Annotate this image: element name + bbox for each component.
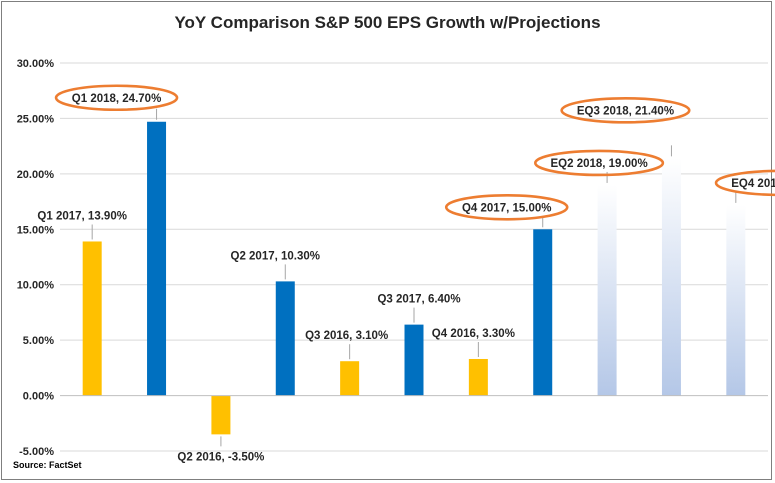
bar-3 [211, 395, 231, 435]
data-label-6: Q3 2017, 6.40% [377, 294, 460, 306]
y-tick-label: 10.00% [17, 280, 55, 292]
highlight-ellipse [533, 149, 665, 177]
bar-8 [533, 229, 553, 396]
chart-title: YoY Comparison S&P 500 EPS Growth w/Proj… [174, 13, 601, 32]
data-label-5: Q3 2016, 3.10% [305, 330, 388, 342]
data-label-3: Q2 2016, -3.50% [177, 451, 264, 463]
data-label-8: Q4 2017, 15.00% [462, 202, 552, 214]
y-tick-label: -5.00% [19, 446, 54, 458]
data-label-11: EQ4 2018, 17.20% [731, 178, 775, 190]
bar-4 [275, 281, 295, 396]
data-label-2: Q1 2018, 24.70% [72, 93, 162, 105]
data-label-9: EQ2 2018, 19.00% [550, 158, 647, 170]
bar-11 [726, 204, 746, 396]
highlight-ellipse [714, 169, 775, 197]
bar-9 [597, 184, 617, 396]
bar-2 [147, 121, 167, 396]
bar-7 [468, 358, 488, 396]
data-label-7: Q4 2016, 3.30% [432, 328, 515, 340]
y-tick-label: 25.00% [17, 113, 55, 125]
data-label-4: Q2 2017, 10.30% [231, 250, 321, 262]
source-note: Source: FactSet [13, 460, 82, 470]
highlight-ellipse [54, 84, 179, 112]
data-label-10: EQ3 2018, 21.40% [577, 105, 674, 117]
bar-10 [661, 158, 681, 396]
y-tick-label: 5.00% [23, 335, 54, 347]
y-tick-label: 0.00% [23, 391, 54, 403]
data-label-1: Q1 2017, 13.90% [37, 210, 127, 222]
highlight-ellipse [444, 193, 569, 221]
bar-6 [404, 324, 424, 396]
highlight-ellipse [560, 97, 691, 124]
y-tick-label: 20.00% [17, 169, 55, 181]
bar-5 [340, 361, 360, 396]
bar-1 [82, 241, 102, 396]
y-tick-label: 15.00% [17, 224, 55, 236]
y-tick-label: 30.00% [17, 58, 55, 70]
